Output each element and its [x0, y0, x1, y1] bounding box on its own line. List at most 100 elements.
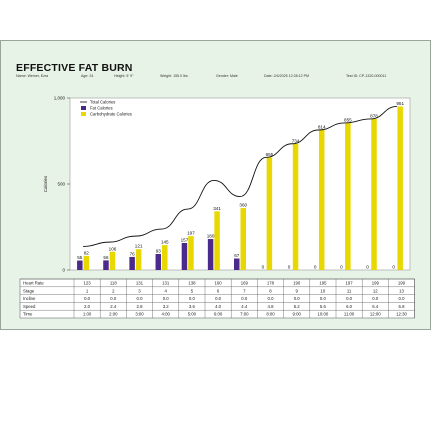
table-cell: 0.0: [163, 296, 170, 301]
legend-carb-label: Carbohydrate Calories: [90, 112, 132, 117]
fat-value-label: 0: [366, 265, 369, 270]
table-cell: 1:00: [83, 312, 92, 317]
table-cell: 138: [188, 281, 196, 286]
fat-value-label: 0: [262, 265, 265, 270]
legend-carb-swatch: [81, 112, 86, 116]
carb-bar: [266, 157, 273, 270]
table-cell: 169: [241, 281, 249, 286]
table-cell: 4.8: [268, 304, 275, 309]
table-cell: 6.4: [372, 304, 379, 309]
table-cell: 0.0: [241, 296, 248, 301]
table-cell: 9: [296, 288, 299, 293]
carb-bar: [214, 211, 220, 270]
carb-bar: [240, 208, 246, 270]
table-cell: 4.4: [241, 304, 248, 309]
carb-bar: [371, 118, 377, 270]
legend-fat-swatch: [81, 106, 86, 110]
table-cell: 0.0: [294, 296, 301, 301]
fat-value-label: 0: [288, 265, 291, 270]
table-cell: 11:00: [344, 312, 355, 317]
table-cell: 131: [136, 281, 144, 286]
fat-value-label: 93: [156, 249, 162, 254]
table-row-label: Incline: [23, 296, 36, 301]
table-cell: 12: [373, 288, 378, 293]
carb-bar: [397, 106, 403, 270]
table-cell: 4: [165, 288, 168, 293]
table-cell: 0.0: [346, 296, 353, 301]
y-tick-label: 500: [57, 182, 65, 187]
total-calories-line: [83, 105, 397, 247]
test-date: Date: 2/4/2025 12:28:12 PM: [264, 74, 309, 78]
table-frame: [19, 278, 415, 319]
fat-bar: [103, 260, 109, 270]
table-cell: 199: [398, 281, 406, 286]
table-cell: 6.8: [399, 304, 406, 309]
fat-value-label: 55: [77, 255, 83, 260]
carb-value-label: 360: [239, 203, 247, 208]
carb-bar: [292, 143, 299, 270]
table-cell: 2.8: [137, 304, 144, 309]
table-cell: 0.0: [110, 296, 117, 301]
table-cell: 2.0: [84, 304, 91, 309]
carb-value-label: 341: [213, 206, 221, 211]
table-cell: 0.0: [372, 296, 379, 301]
carb-value-label: 106: [109, 246, 117, 251]
fat-bar: [207, 239, 214, 270]
table-cell: 0.0: [268, 296, 275, 301]
table-cell: 6:00: [214, 312, 223, 317]
table-cell: 0.0: [189, 296, 196, 301]
patient-name: Name: Weiner, Ezra: [16, 74, 49, 78]
table-cell: 5:00: [188, 312, 197, 317]
table-cell: 199: [372, 281, 380, 286]
report-title: EFFECTIVE FAT BURN: [16, 62, 133, 74]
fat-value-label: 76: [130, 251, 136, 256]
table-cell: 5.2: [294, 304, 301, 309]
test-id: Test ID: CP-1320-000011: [346, 74, 387, 78]
table-cell: 12:00: [370, 312, 381, 317]
patient-gender: Gender: Male: [216, 74, 238, 78]
table-cell: 5: [191, 288, 194, 293]
table-cell: 3:00: [135, 312, 144, 317]
carb-value-label: 145: [161, 240, 169, 245]
carb-value-label: 82: [84, 250, 90, 255]
table-cell: 10:00: [318, 312, 329, 317]
table-cell: 13: [399, 288, 404, 293]
carb-bar: [109, 251, 116, 270]
carb-value-label: 655: [266, 152, 274, 157]
fat-bar: [155, 254, 162, 270]
table-cell: 0.0: [215, 296, 222, 301]
fat-value-label: 180: [207, 234, 215, 239]
y-tick-label: 0: [62, 268, 65, 273]
carb-value-label: 197: [187, 231, 195, 236]
table-cell: 178: [267, 281, 275, 286]
table-cell: 7:00: [240, 312, 249, 317]
table-cell: 3: [138, 288, 141, 293]
table-cell: 123: [84, 281, 92, 286]
carb-bar: [318, 129, 325, 270]
fat-bar: [129, 256, 135, 270]
patient-age: Age: 24: [81, 74, 94, 78]
table-cell: 6: [217, 288, 220, 293]
patient-height: Height: 5' 9": [114, 74, 134, 78]
table-cell: 118: [110, 281, 117, 286]
table-cell: 197: [346, 281, 354, 286]
fat-value-label: 0: [314, 265, 317, 270]
table-cell: 9:00: [293, 312, 302, 317]
table-cell: 8:00: [266, 312, 275, 317]
patient-weight: Weight: 155.0 lbs: [160, 74, 188, 78]
table-cell: 10: [321, 288, 326, 293]
table-cell: 2.4: [110, 304, 117, 309]
carb-bar: [345, 122, 351, 270]
table-cell: 0.0: [137, 296, 144, 301]
y-tick-label: 1,000: [54, 96, 66, 101]
carb-bar: [83, 255, 90, 270]
fat-bar: [234, 258, 240, 270]
table-cell: 195: [319, 281, 327, 286]
table-cell: 0.0: [320, 296, 327, 301]
fat-value-label: 0: [392, 265, 395, 270]
table-cell: 6.0: [346, 304, 353, 309]
table-cell: 2: [112, 288, 115, 293]
fat-value-label: 56: [103, 255, 109, 260]
plot-area: [69, 97, 411, 271]
